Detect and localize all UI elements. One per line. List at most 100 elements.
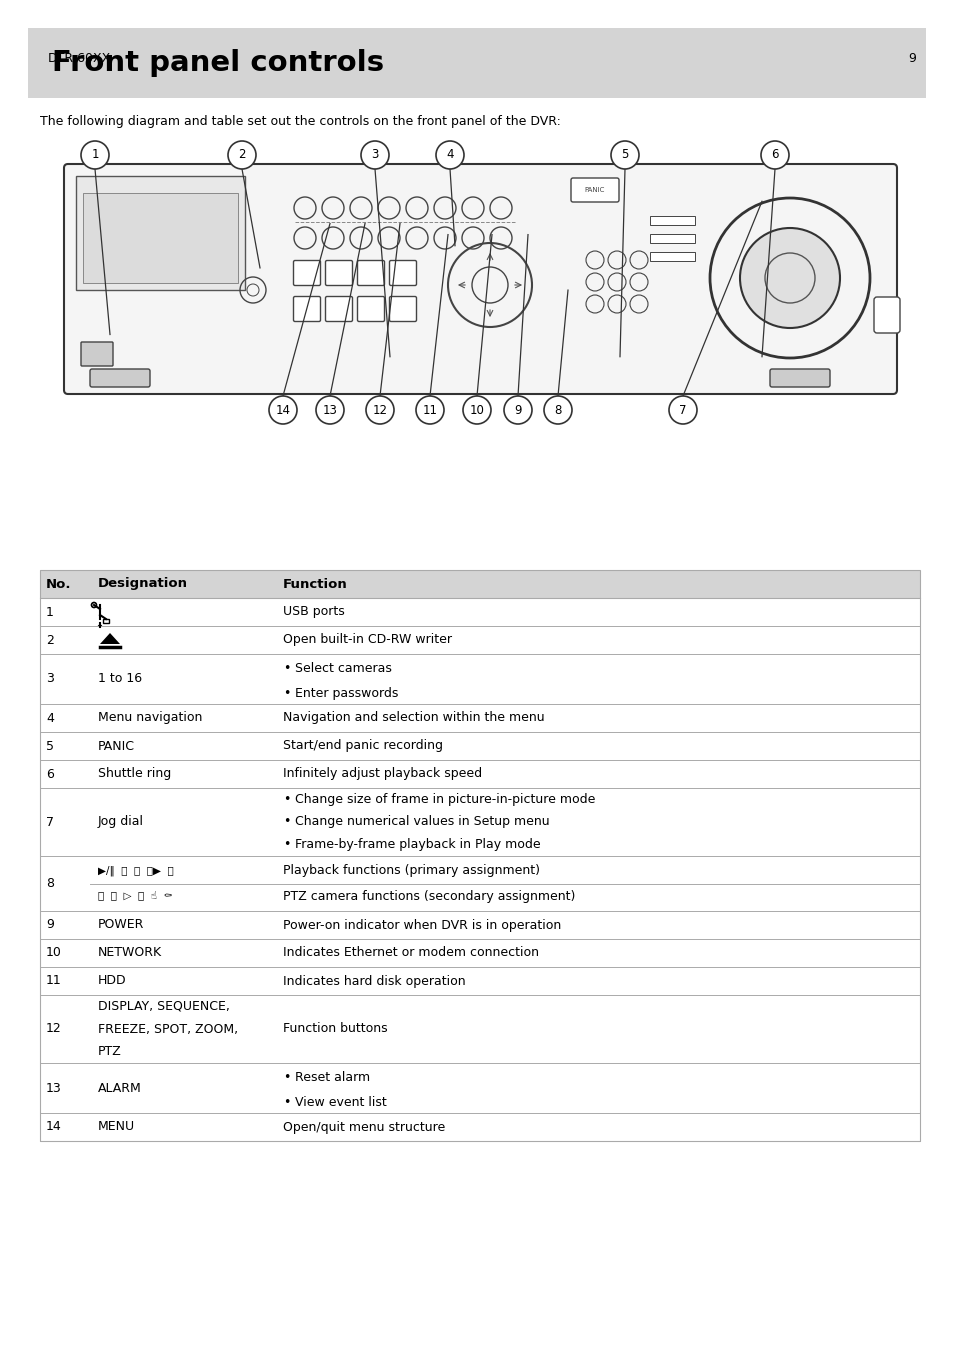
Text: ⚹  ⚹  ▷  ⏸  ☝  ⚰: ⚹ ⚹ ▷ ⏸ ☝ ⚰ [98, 891, 172, 902]
Text: Function: Function [283, 578, 348, 590]
FancyBboxPatch shape [873, 297, 899, 333]
FancyBboxPatch shape [76, 176, 245, 290]
Text: View event list: View event list [294, 1095, 386, 1109]
Text: 2: 2 [46, 634, 53, 646]
Circle shape [360, 141, 389, 169]
Circle shape [315, 395, 344, 424]
Text: Reset alarm: Reset alarm [294, 1071, 370, 1085]
FancyBboxPatch shape [28, 28, 925, 97]
Text: 11: 11 [422, 403, 437, 417]
FancyBboxPatch shape [649, 234, 695, 242]
Text: USB ports: USB ports [283, 605, 344, 619]
Text: 9: 9 [514, 403, 521, 417]
FancyBboxPatch shape [40, 733, 919, 760]
FancyBboxPatch shape [649, 217, 695, 225]
Circle shape [543, 395, 572, 424]
FancyBboxPatch shape [325, 297, 352, 321]
Circle shape [668, 395, 697, 424]
Text: Indicates Ethernet or modem connection: Indicates Ethernet or modem connection [283, 946, 538, 960]
Text: The following diagram and table set out the controls on the front panel of the D: The following diagram and table set out … [40, 115, 560, 129]
Text: 2: 2 [238, 149, 246, 161]
FancyBboxPatch shape [294, 297, 320, 321]
Text: DISPLAY, SEQUENCE,: DISPLAY, SEQUENCE, [98, 999, 230, 1013]
Text: 8: 8 [554, 403, 561, 417]
Polygon shape [100, 634, 120, 645]
Text: DTR-60XX: DTR-60XX [48, 53, 112, 65]
FancyBboxPatch shape [64, 164, 896, 394]
Text: 10: 10 [469, 403, 484, 417]
Text: Jog dial: Jog dial [98, 815, 144, 829]
FancyBboxPatch shape [40, 940, 919, 967]
Text: Playback functions (primary assignment): Playback functions (primary assignment) [283, 864, 539, 877]
Text: POWER: POWER [98, 918, 144, 932]
Text: 11: 11 [46, 975, 62, 987]
Text: Designation: Designation [98, 578, 188, 590]
Text: 7: 7 [679, 403, 686, 417]
FancyBboxPatch shape [83, 194, 237, 283]
Text: 12: 12 [46, 1022, 62, 1036]
FancyBboxPatch shape [357, 260, 384, 286]
Text: 13: 13 [322, 403, 337, 417]
FancyBboxPatch shape [40, 911, 919, 940]
FancyBboxPatch shape [40, 654, 919, 704]
Text: Change size of frame in picture-in-picture mode: Change size of frame in picture-in-pictu… [294, 793, 595, 806]
FancyBboxPatch shape [40, 704, 919, 733]
FancyBboxPatch shape [40, 856, 919, 911]
Text: 6: 6 [46, 768, 53, 780]
Text: 5: 5 [46, 739, 54, 753]
FancyBboxPatch shape [389, 260, 416, 286]
Text: FREEZE, SPOT, ZOOM,: FREEZE, SPOT, ZOOM, [98, 1022, 238, 1036]
Text: 7: 7 [46, 815, 54, 829]
Text: Navigation and selection within the menu: Navigation and selection within the menu [283, 711, 544, 724]
Text: •: • [283, 1071, 290, 1085]
Circle shape [436, 141, 463, 169]
Circle shape [269, 395, 296, 424]
FancyBboxPatch shape [40, 626, 919, 654]
FancyBboxPatch shape [40, 1063, 919, 1113]
Text: Select cameras: Select cameras [294, 662, 392, 676]
Text: •: • [283, 838, 290, 852]
Text: NETWORK: NETWORK [98, 946, 162, 960]
FancyBboxPatch shape [325, 260, 352, 286]
Text: PANIC: PANIC [98, 739, 135, 753]
Text: Function buttons: Function buttons [283, 1022, 387, 1036]
Text: 12: 12 [372, 403, 387, 417]
Text: MENU: MENU [98, 1121, 135, 1133]
Text: 4: 4 [446, 149, 454, 161]
Text: Change numerical values in Setup menu: Change numerical values in Setup menu [294, 815, 549, 829]
Text: •: • [283, 793, 290, 806]
Text: 13: 13 [46, 1082, 62, 1094]
FancyBboxPatch shape [40, 995, 919, 1063]
Circle shape [366, 395, 394, 424]
FancyBboxPatch shape [103, 619, 109, 623]
FancyBboxPatch shape [40, 1113, 919, 1141]
Circle shape [97, 624, 102, 630]
Text: 3: 3 [371, 149, 378, 161]
Circle shape [416, 395, 443, 424]
Text: 3: 3 [46, 673, 53, 685]
Text: Menu navigation: Menu navigation [98, 711, 202, 724]
FancyBboxPatch shape [28, 47, 925, 70]
Text: 5: 5 [620, 149, 628, 161]
Text: HDD: HDD [98, 975, 127, 987]
Text: Open built-in CD-RW writer: Open built-in CD-RW writer [283, 634, 452, 646]
Circle shape [610, 141, 639, 169]
FancyBboxPatch shape [90, 370, 150, 387]
Text: 14: 14 [275, 403, 291, 417]
Circle shape [503, 395, 532, 424]
FancyBboxPatch shape [294, 260, 320, 286]
Text: 6: 6 [770, 149, 778, 161]
Text: 10: 10 [46, 946, 62, 960]
Text: ALARM: ALARM [98, 1082, 142, 1094]
FancyBboxPatch shape [357, 297, 384, 321]
Circle shape [760, 141, 788, 169]
FancyBboxPatch shape [40, 570, 919, 598]
Text: Enter passwords: Enter passwords [294, 686, 398, 700]
Text: 1 to 16: 1 to 16 [98, 673, 142, 685]
Text: Power-on indicator when DVR is in operation: Power-on indicator when DVR is in operat… [283, 918, 560, 932]
FancyBboxPatch shape [40, 967, 919, 995]
Circle shape [462, 395, 491, 424]
FancyBboxPatch shape [81, 343, 112, 366]
FancyBboxPatch shape [389, 297, 416, 321]
Text: Indicates hard disk operation: Indicates hard disk operation [283, 975, 465, 987]
